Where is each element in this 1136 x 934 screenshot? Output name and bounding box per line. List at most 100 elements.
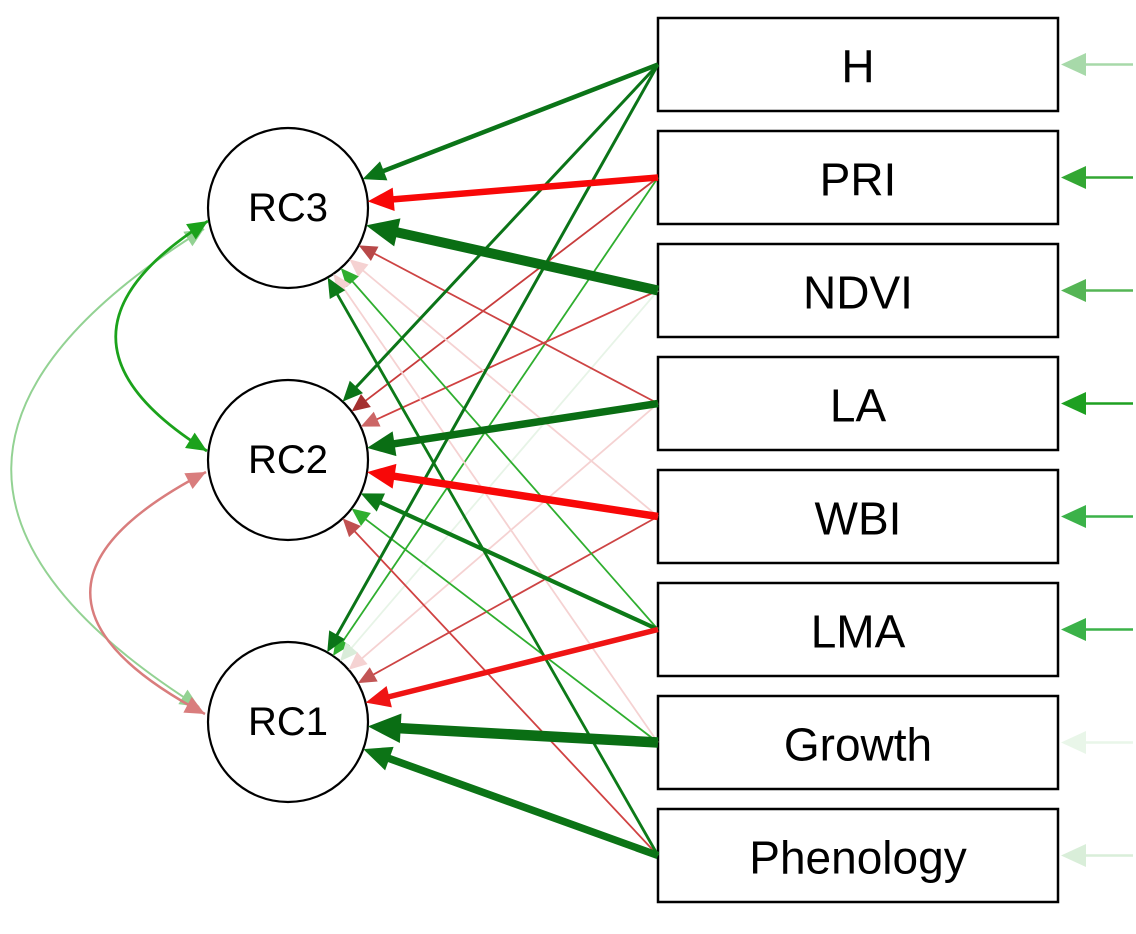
latent-node-RC3: RC3 [206,126,370,290]
loading-Phenology-RC2 [342,518,659,857]
loading-PRI-RC2 [351,176,659,412]
loading-line-Phenology-RC3 [334,290,660,857]
arrowhead-LA-RC2 [367,431,397,457]
latent-label-RC2: RC2 [248,438,328,482]
loading-NDVI-RC2 [360,289,659,427]
loading-line-NDVI-RC3 [389,226,660,296]
arrowhead-PRI-RC2 [351,394,371,412]
loading-Growth-RC1 [367,713,659,748]
arrowhead-WBI-RC3 [349,259,369,278]
arrowhead-H-RC3 [362,161,388,181]
arrowhead-LA-RC1 [348,651,368,670]
loading-line-LMA-RC2 [375,498,659,632]
arrowhead-NDVI-RC2 [360,411,381,427]
loading-line-WBI-RC1 [370,515,659,677]
manifest-rect-LMA [656,581,1060,678]
manifest-rect-WBI [656,468,1060,565]
loading-line-LMA-RC1 [383,626,659,701]
residual-LMA [1061,618,1133,641]
arrowhead-H-RC1 [327,630,345,653]
manifest-label-NDVI: NDVI [803,267,913,319]
loading-NDVI-RC3 [366,218,660,296]
manifest-rect-Growth [656,694,1060,791]
loading-line-WBI-RC2 [388,471,659,521]
manifest-node-LA: LA [656,355,1060,452]
loading-line-PRI-RC1 [340,176,659,645]
manifest-label-H: H [841,41,874,93]
manifest-label-WBI: WBI [815,493,902,545]
covariance-curve-RC3-RC2 [114,219,209,453]
manifest-rect-H [656,16,1060,113]
loading-line-Growth-RC2 [362,516,659,744]
residual-arrowhead-NDVI [1061,279,1086,302]
residual-arrowhead-Growth [1061,731,1086,754]
arrowhead-NDVI-RC3 [366,218,401,247]
manifest-rect-LA [656,355,1060,452]
manifest-rect-Phenology [656,807,1060,904]
loading-H-RC1 [327,63,660,653]
manifest-rect-NDVI [656,242,1060,339]
covariance-RC3-RC2 [114,219,209,453]
loading-WBI-RC3 [349,259,659,518]
loading-LA-RC3 [358,245,659,405]
residual-PRI [1061,166,1133,189]
loading-line-PRI-RC3 [388,174,659,203]
loading-line-LA-RC1 [358,402,659,662]
arrowhead-Growth-RC1 [367,713,402,744]
loading-WBI-RC2 [367,463,659,521]
arrowhead-Growth-RC2 [351,508,371,526]
loading-LMA-RC2 [360,493,659,632]
loading-PRI-RC3 [367,174,659,211]
arrowhead-Phenology-RC1 [363,746,394,771]
loading-LA-RC1 [348,402,659,670]
latent-circle-RC3 [206,126,370,290]
residual-LA [1061,392,1133,415]
arrowhead-covariance-RC3 [186,221,208,240]
arrowhead-NDVI-RC1 [340,642,359,662]
loading-Growth-RC2 [351,508,659,744]
loading-Phenology-RC3 [327,277,660,857]
manifest-label-PRI: PRI [820,154,897,206]
arrowhead-covariance-RC2 [184,472,206,489]
loading-line-H-RC2 [352,63,660,391]
latent-node-RC2: RC2 [206,378,370,542]
manifest-node-H: H [656,16,1060,113]
loading-line-Phenology-RC1 [382,753,660,860]
arrowhead-covariance-RC2 [185,432,207,451]
latent-circle-RC1 [206,640,370,804]
loading-H-RC3 [362,62,659,181]
manifest-node-LMA: LMA [656,581,1060,678]
arrowhead-Phenology-RC3 [327,277,346,300]
manifest-node-NDVI: NDVI [656,242,1060,339]
loading-line-WBI-RC3 [359,267,659,518]
covariance-RC3-RC1 [10,228,205,708]
loading-line-H-RC3 [378,62,659,175]
arrowhead-LMA-RC2 [360,493,386,512]
loading-line-PRI-RC2 [362,176,659,404]
arrowhead-LA-RC3 [358,245,379,261]
loading-H-RC2 [342,63,660,402]
manifest-label-LA: LA [830,380,887,432]
loading-LA-RC2 [367,399,659,457]
arrowhead-LMA-RC1 [365,686,392,708]
arrowhead-Phenology-RC2 [342,518,361,538]
loading-Phenology-RC1 [363,746,660,860]
arrowhead-covariance-RC1 [183,696,205,714]
residual-arrowhead-PRI [1061,166,1086,189]
latent-label-RC3: RC3 [248,186,328,230]
arrowhead-WBI-RC2 [367,463,397,489]
residual-H [1061,53,1133,76]
residual-arrowhead-WBI [1061,505,1086,528]
residual-arrowhead-H [1061,53,1086,76]
loading-line-NDVI-RC1 [348,289,659,651]
covariance-curve-RC2-RC1 [89,470,207,716]
loading-WBI-RC1 [357,515,659,684]
arrowhead-H-RC2 [342,380,363,402]
manifest-node-WBI: WBI [656,468,1060,565]
residual-NDVI [1061,279,1133,302]
manifest-label-Phenology: Phenology [749,832,966,884]
manifest-node-Growth: Growth [656,694,1060,791]
latent-label-RC1: RC1 [248,700,328,744]
